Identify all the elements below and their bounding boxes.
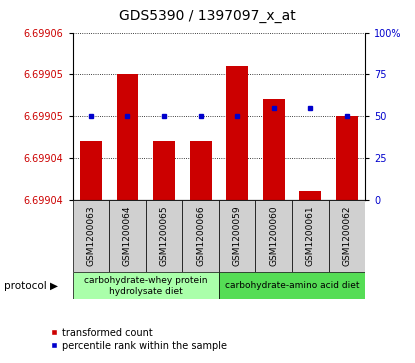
Text: GSM1200062: GSM1200062: [342, 206, 352, 266]
Text: GSM1200063: GSM1200063: [86, 205, 95, 266]
Text: GSM1200060: GSM1200060: [269, 205, 278, 266]
Bar: [336, 116, 358, 200]
Bar: [153, 141, 175, 200]
Text: GSM1200061: GSM1200061: [306, 205, 315, 266]
Text: GSM1200065: GSM1200065: [159, 205, 168, 266]
Text: carbohydrate-amino acid diet: carbohydrate-amino acid diet: [225, 281, 359, 290]
Bar: [256, 200, 292, 272]
Bar: [219, 200, 256, 272]
Bar: [190, 141, 212, 200]
Bar: [299, 191, 321, 200]
Bar: [117, 74, 139, 200]
Bar: [73, 200, 109, 272]
Bar: [226, 66, 248, 200]
Text: GDS5390 / 1397097_x_at: GDS5390 / 1397097_x_at: [119, 9, 296, 23]
Bar: [73, 272, 219, 299]
Text: GSM1200066: GSM1200066: [196, 205, 205, 266]
Bar: [329, 200, 365, 272]
Bar: [219, 272, 365, 299]
Bar: [182, 200, 219, 272]
Bar: [263, 99, 285, 200]
Bar: [109, 200, 146, 272]
Bar: [80, 141, 102, 200]
Bar: [292, 200, 329, 272]
Text: protocol ▶: protocol ▶: [4, 281, 58, 291]
Bar: [146, 200, 182, 272]
Text: GSM1200059: GSM1200059: [233, 205, 242, 266]
Text: GSM1200064: GSM1200064: [123, 206, 132, 266]
Text: carbohydrate-whey protein
hydrolysate diet: carbohydrate-whey protein hydrolysate di…: [84, 276, 208, 295]
Legend: transformed count, percentile rank within the sample: transformed count, percentile rank withi…: [46, 324, 231, 355]
